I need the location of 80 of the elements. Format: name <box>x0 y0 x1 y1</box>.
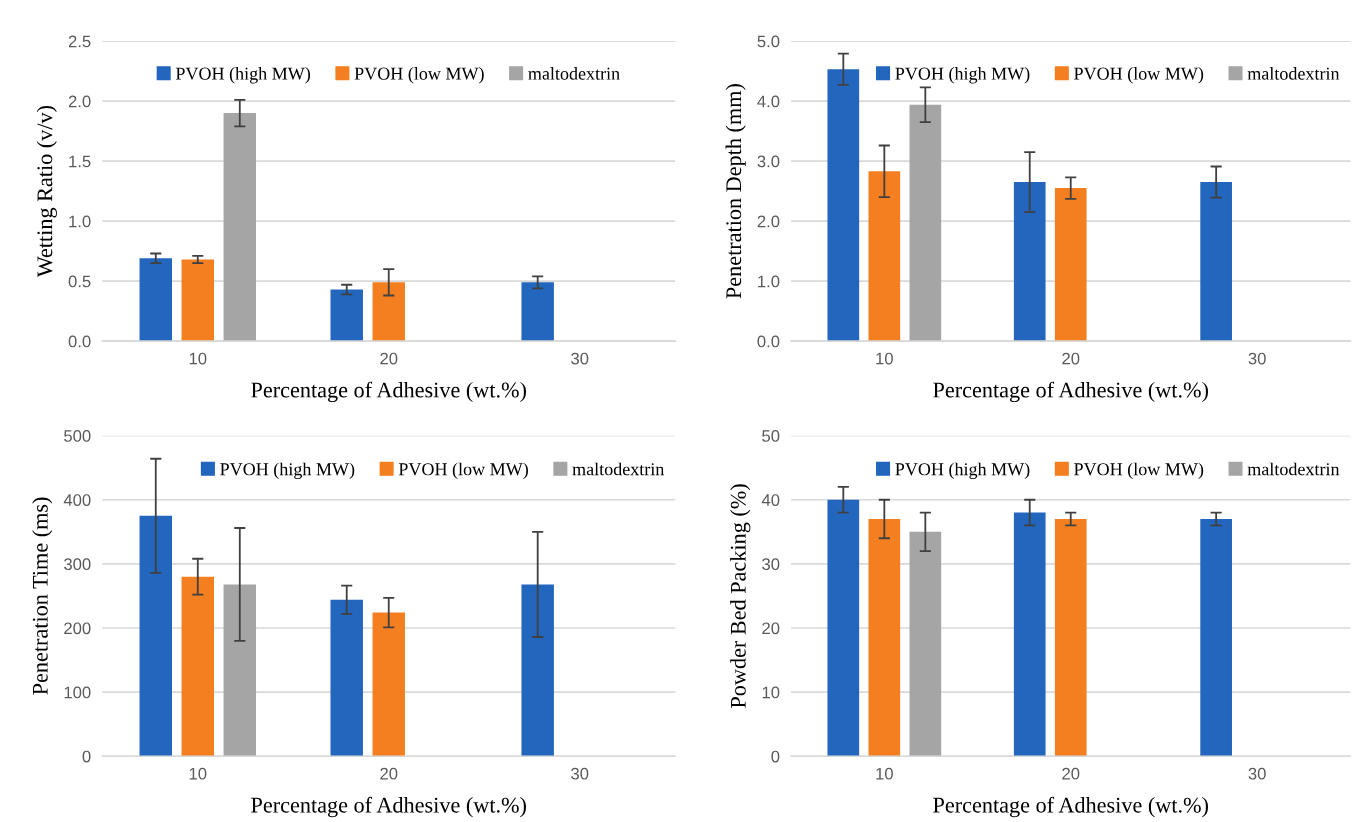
x-tick-label: 30 <box>571 767 589 780</box>
x-tick-label: 20 <box>1062 767 1080 780</box>
y-tick-label: 400 <box>63 494 91 506</box>
y-tick-label: 0 <box>771 750 780 763</box>
y-tick-label: 1.0 <box>69 215 91 228</box>
x-tick-label: 10 <box>189 352 207 365</box>
bar <box>827 69 860 342</box>
x-tick-label: 20 <box>380 767 398 780</box>
bar <box>139 258 172 342</box>
legend-label: maltodextrin <box>572 462 665 476</box>
x-tick-label: 10 <box>876 767 893 780</box>
legend-label: PVOH (high MW) <box>895 67 1030 84</box>
bar <box>1200 182 1232 342</box>
legend-label: maltodextrin <box>528 67 620 80</box>
x-tick-label: 10 <box>189 767 207 780</box>
y-tick-label: 0.0 <box>68 335 91 348</box>
x-tick-label: 30 <box>1248 767 1266 780</box>
bar <box>521 584 554 757</box>
y-tick-label: 2.5 <box>68 35 91 48</box>
legend-label: PVOH (low MW) <box>354 67 484 84</box>
x-tick-label: 10 <box>876 352 893 365</box>
y-tick-label: 0.0 <box>757 335 780 348</box>
legend-label: maltodextrin <box>1247 462 1340 476</box>
y-tick-label: 50 <box>762 430 780 442</box>
x-axis-title: Percentage of Adhesive (wt.%) <box>933 796 1208 818</box>
bar <box>372 612 405 757</box>
legend-label: PVOH (high MW) <box>895 462 1030 480</box>
x-tick-label: 30 <box>1248 352 1266 365</box>
legend-label: PVOH (low MW) <box>1074 462 1204 480</box>
y-tick-label: 100 <box>64 686 91 699</box>
bar <box>372 282 405 342</box>
bar <box>330 289 363 342</box>
y-tick-label: 300 <box>64 558 91 571</box>
x-tick-label: 20 <box>380 352 398 365</box>
legend-label: PVOH (low MW) <box>1074 67 1204 84</box>
x-tick-label: 20 <box>1062 352 1080 365</box>
bar <box>181 259 215 342</box>
y-tick-label: 1.5 <box>69 155 91 168</box>
legend-label: PVOH (high MW) <box>175 67 311 84</box>
bar <box>1013 512 1046 757</box>
legend-label: maltodextrin <box>1247 67 1340 80</box>
y-tick-label: 200 <box>64 622 91 635</box>
bar <box>181 576 215 757</box>
bar <box>1013 182 1046 342</box>
y-tick-label: 0 <box>82 750 91 763</box>
y-tick-label: 5.0 <box>757 35 780 48</box>
legend-label: PVOH (low MW) <box>398 462 528 480</box>
bar <box>223 113 257 342</box>
bar <box>1200 519 1232 757</box>
x-tick-label: 30 <box>571 352 589 365</box>
y-axis-title: Wetting Ratio (v/v) <box>36 105 57 278</box>
bar <box>909 531 942 757</box>
bar <box>1054 188 1087 342</box>
bar <box>521 282 554 342</box>
y-tick-label: 2.0 <box>68 95 91 108</box>
y-tick-label: 20 <box>762 622 780 635</box>
x-axis-title: Percentage of Adhesive (wt.%) <box>251 381 526 403</box>
bar <box>330 599 363 757</box>
bar <box>139 515 172 757</box>
x-axis-title: Percentage of Adhesive (wt.%) <box>933 381 1208 403</box>
y-tick-label: 4.0 <box>757 95 780 108</box>
bar <box>868 171 901 342</box>
legend-label: PVOH (high MW) <box>220 462 355 480</box>
y-tick-label: 10 <box>762 686 780 699</box>
y-tick-label: 40 <box>761 494 780 506</box>
y-tick-label: 500 <box>64 430 91 442</box>
y-tick-label: 1.0 <box>758 275 780 288</box>
bar <box>909 104 942 342</box>
y-tick-label: 30 <box>762 558 780 571</box>
bar <box>223 584 257 757</box>
y-axis-title: Penetration Time (ms) <box>32 497 53 695</box>
y-axis-title: Powder Bed Packing (%) <box>730 484 751 708</box>
bar <box>827 499 860 757</box>
bar <box>868 519 901 757</box>
y-axis-title: Penetration Depth (mm) <box>725 84 746 299</box>
x-axis-title: Percentage of Adhesive (wt.%) <box>251 796 526 818</box>
y-tick-label: 2.0 <box>757 215 780 228</box>
bar <box>1054 519 1087 757</box>
y-tick-label: 0.5 <box>68 275 91 288</box>
y-tick-label: 3.0 <box>757 155 780 168</box>
